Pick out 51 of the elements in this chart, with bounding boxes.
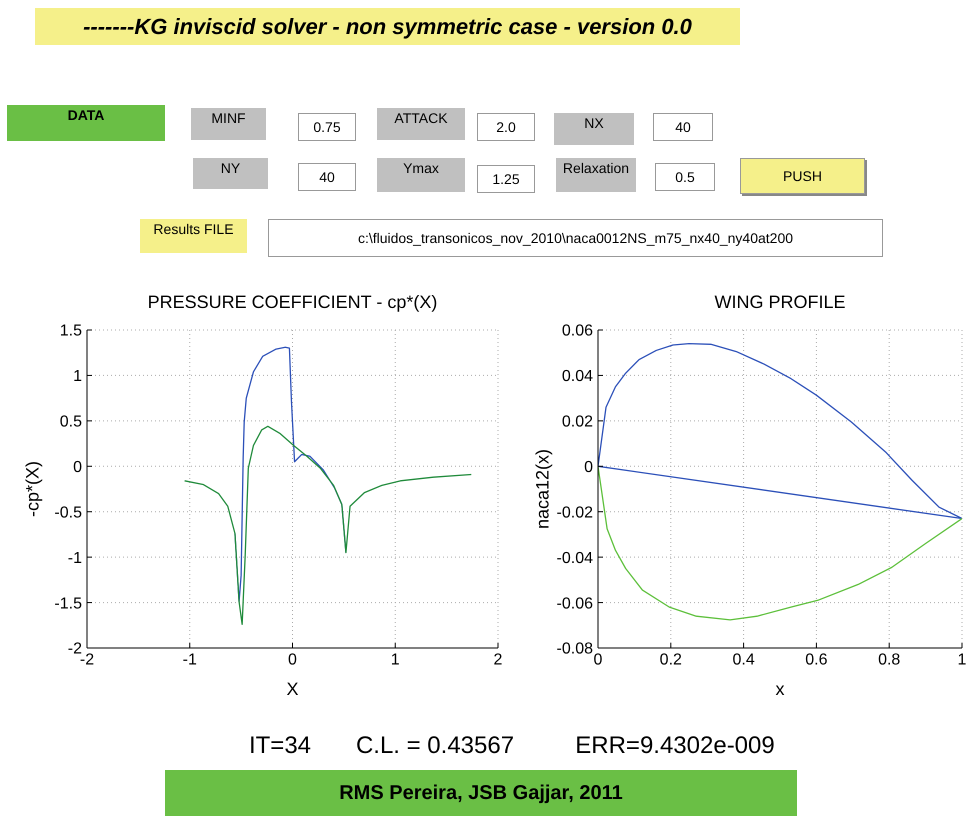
x-tick-label: 0.6 [805, 651, 828, 668]
y-tick-label: -0.06 [556, 595, 594, 612]
x-axis-title: x [776, 679, 784, 699]
text: 2.0 [477, 113, 535, 141]
text: 40 [298, 163, 356, 191]
text: Relaxation [556, 158, 636, 192]
x-tick-label: 0.4 [732, 651, 755, 668]
y-tick-label: -1.5 [54, 595, 82, 612]
y-tick-label: 0.02 [562, 414, 594, 431]
y-tick-label: 1.5 [60, 322, 82, 340]
y-tick-label: 0 [584, 458, 594, 476]
x-tick-label: 1 [958, 651, 967, 668]
text: MINF [191, 108, 266, 140]
text: 40 [653, 113, 713, 141]
x-tick-label: -1 [182, 651, 197, 668]
text: RMS Pereira, JSB Gajjar, 2011 [165, 770, 797, 816]
y-axis-title: naca12(x) [532, 448, 552, 530]
x-tick-label: 0 [288, 651, 298, 668]
x-axis-title: X [286, 679, 299, 699]
y-axis-title: -cp*(X) [22, 460, 42, 518]
text: ERR=9.4302e-009 [574, 731, 776, 761]
text: NY [193, 158, 268, 189]
text: NX [554, 113, 634, 145]
text: -------KG inviscid solver - non symmetric case - version 0.0 [35, 8, 740, 45]
text: 1.25 [477, 165, 535, 193]
x-tick-label: 2 [494, 651, 503, 668]
x-tick-label: 0.8 [878, 651, 900, 668]
y-tick-label: -0.04 [556, 550, 594, 567]
y-tick-label: -0.5 [54, 504, 82, 522]
chart-title: PRESSURE COEFFICIENT - cp*(X) [146, 292, 438, 313]
text: Results FILE [140, 219, 247, 253]
text: IT=34 [248, 731, 312, 761]
chart-title: WING PROFILE [713, 292, 846, 313]
y-tick-label: 1 [73, 368, 82, 386]
y-tick-label: 0.5 [60, 414, 82, 431]
y-tick-label: -0.08 [556, 640, 594, 658]
text: Ymax [377, 158, 465, 192]
y-tick-label: -1 [68, 550, 82, 567]
text: DATA [7, 105, 165, 141]
text: 0.5 [655, 163, 715, 191]
text: 0.75 [298, 113, 356, 141]
x-tick-label: 0.2 [660, 651, 682, 668]
y-tick-label: -0.02 [556, 504, 594, 522]
x-tick-label: 1 [390, 651, 400, 668]
y-tick-label: 0.04 [562, 368, 594, 386]
text: c:\fluidos_transonicos_nov_2010\naca0012NS_m75_nx40_ny40at200 [268, 219, 883, 257]
y-tick-label: 0 [73, 458, 82, 476]
text: C.L. = 0.43567 [354, 731, 516, 761]
text: PUSH [740, 158, 865, 194]
y-tick-label: 0.06 [562, 322, 594, 340]
text: ATTACK [377, 108, 465, 140]
